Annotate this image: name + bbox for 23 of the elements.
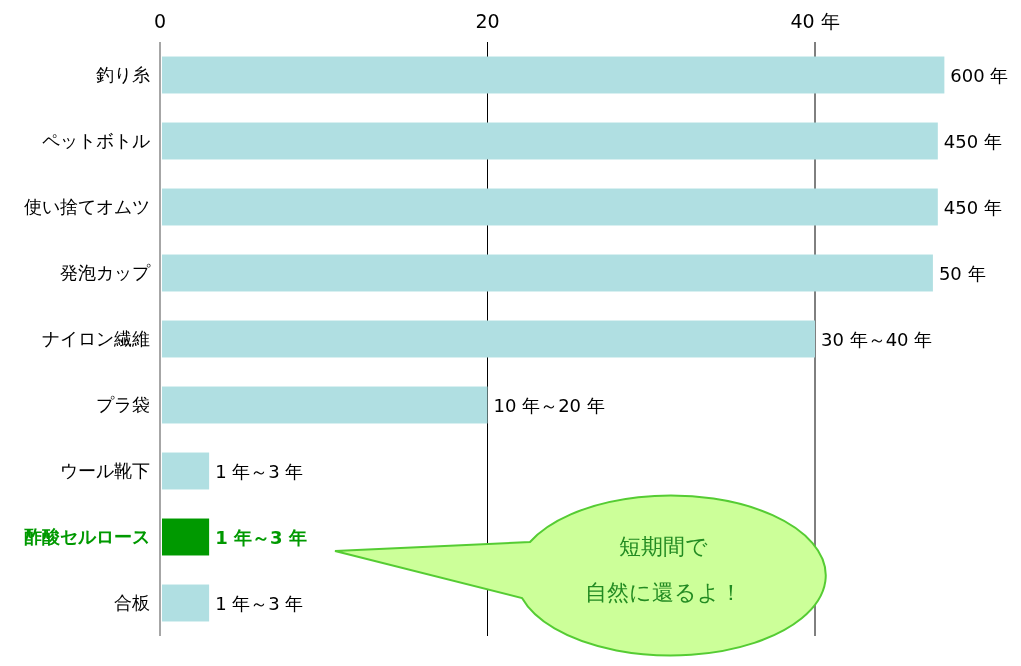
y-tick-label: ナイロン繊維 [42, 328, 150, 349]
y-tick-label: プラ袋 [96, 394, 150, 415]
data-label: 1 年～3 年 [215, 461, 304, 482]
y-tick-label: ウール靴下 [60, 460, 150, 481]
data-label: 30 年～40 年 [821, 329, 933, 350]
data-label: 1 年～3 年 [215, 527, 307, 548]
annotation: 600 年 [950, 65, 1009, 86]
data-label: 10 年～20 年 [493, 395, 605, 416]
y-tick-label: 合板 [114, 592, 150, 613]
annotation: 短期間で [618, 534, 708, 559]
x-tick-label: 20 [475, 10, 500, 32]
y-tick-label: ペットボトル [42, 130, 150, 151]
y-tick-label: 発泡カップ [60, 262, 151, 283]
y-tick-label: 酢酸セルロース [24, 526, 150, 547]
x-tick-label: 0 [153, 10, 167, 32]
annotation: 50 年 [938, 263, 986, 284]
annotation: 450 年 [943, 131, 1002, 152]
annotation: 450 年 [943, 197, 1002, 218]
data-label: 1 年～3 年 [215, 593, 304, 614]
annotation: 自然に還るよ！ [584, 580, 742, 605]
y-tick-label: 使い捨てオムツ [24, 196, 150, 217]
y-tick-label: 釣り糸 [96, 64, 150, 85]
x-tick-label: 40 年 [790, 10, 840, 32]
